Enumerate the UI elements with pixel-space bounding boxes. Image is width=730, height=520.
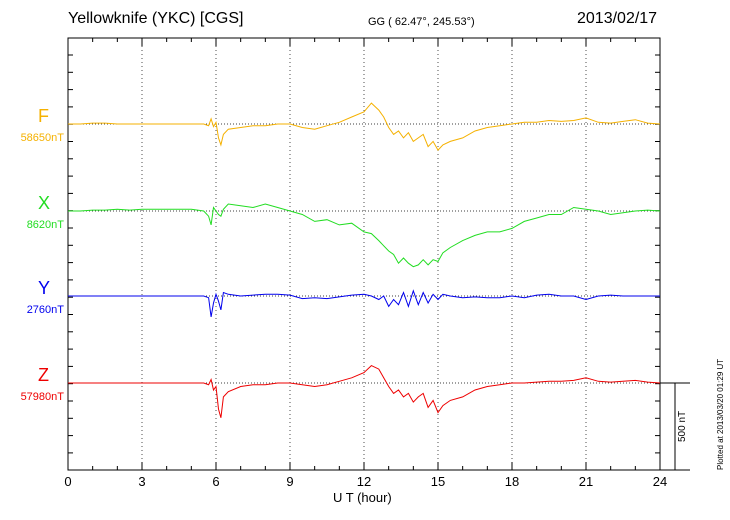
date-label: 2013/02/17 bbox=[577, 10, 658, 27]
series-line-F bbox=[68, 102, 661, 151]
series-name-Y: Y bbox=[38, 278, 51, 298]
series-line-X bbox=[68, 203, 661, 268]
x-tick-label-9: 9 bbox=[286, 474, 294, 489]
x-axis-label: U T (hour) bbox=[333, 490, 392, 505]
x-tick-label-18: 18 bbox=[504, 474, 520, 489]
series-baseline-Z: 57980nT bbox=[20, 391, 64, 403]
x-tick-label-6: 6 bbox=[212, 474, 220, 489]
scale-bar bbox=[660, 382, 690, 471]
x-tick-label-3: 3 bbox=[138, 474, 146, 489]
x-tick-label-12: 12 bbox=[356, 474, 372, 489]
series-lines bbox=[68, 102, 661, 418]
series-line-Y bbox=[68, 289, 660, 317]
coordinates-label: GG ( 62.47°, 245.53°) bbox=[368, 16, 475, 28]
x-tick-label-24: 24 bbox=[652, 474, 668, 489]
chart-title: Yellowknife (YKC) [CGS] bbox=[68, 10, 244, 27]
series-name-X: X bbox=[38, 193, 51, 213]
series-baseline-Y: 2760nT bbox=[26, 304, 64, 316]
series-name-Z: Z bbox=[38, 365, 49, 385]
plotted-timestamp: Plotted at 2013/03/20 01:29 UT bbox=[716, 358, 725, 470]
series-baseline-F: 58650nT bbox=[20, 132, 64, 144]
x-tick-label-0: 0 bbox=[64, 474, 72, 489]
axis-ticks bbox=[67, 38, 661, 470]
scale-bar-label: 500 nT bbox=[677, 410, 688, 442]
series-line-Z bbox=[68, 365, 661, 418]
grid-lines bbox=[141, 38, 587, 470]
series-name-F: F bbox=[38, 106, 49, 126]
x-tick-label-15: 15 bbox=[430, 474, 446, 489]
x-tick-label-21: 21 bbox=[578, 474, 594, 489]
series-baseline-X: 8620nT bbox=[26, 219, 64, 231]
